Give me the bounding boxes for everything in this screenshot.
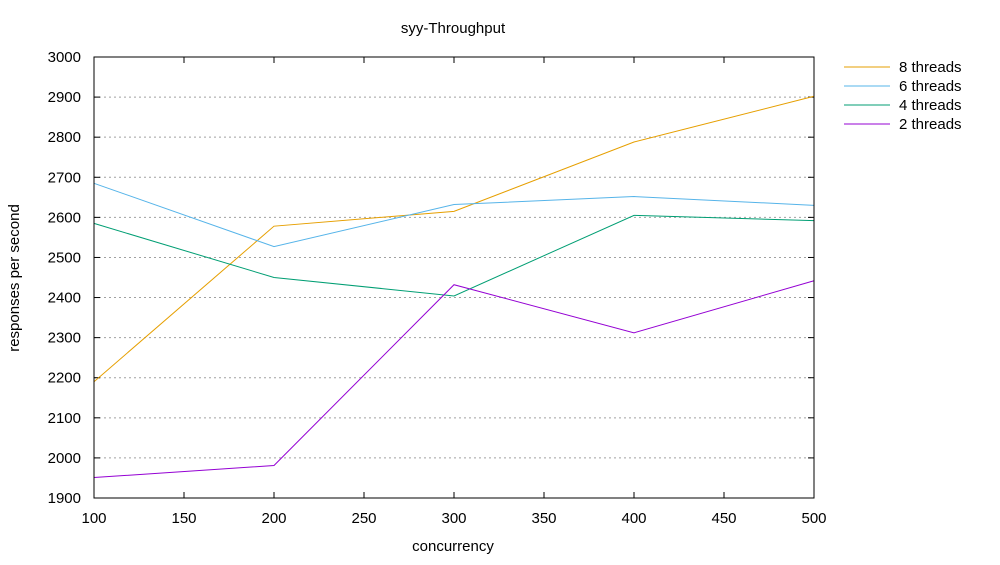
x-tick-label: 200 [261,510,286,527]
y-tick-labels: 1900 2000 2100 2200 2300 2400 2500 2600 2700 2800… [48,49,81,507]
x-tick-label: 250 [351,510,376,527]
legend-label-4-threads: 4 threads [899,97,962,114]
x-tick-label: 400 [621,510,646,527]
y-tick-label: 2800 [48,129,81,146]
x-tick-label: 300 [441,510,466,527]
y-tick-label: 2500 [48,249,81,266]
y-tick-label: 3000 [48,49,81,66]
y-tick-label: 2000 [48,450,81,467]
legend-label-2-threads: 2 threads [899,116,962,133]
x-tick-label: 450 [711,510,736,527]
legend-label-6-threads: 6 threads [899,78,962,95]
y-tick-label: 2600 [48,209,81,226]
series-line-6-threads [93,182,815,248]
y-tick-label: 2300 [48,330,81,347]
y-tick-label: 2400 [48,290,81,307]
x-tick-labels: 100 150 200 250 300 350 400 450 500 [81,510,826,527]
series-line-4-threads [93,214,815,297]
series-lines [93,95,815,479]
axis-ticks [93,56,815,499]
y-axis-title: responses per second [6,204,23,352]
y-tick-label: 1900 [48,490,81,507]
y-tick-label: 2700 [48,169,81,186]
y-tick-label: 2200 [48,370,81,387]
x-tick-label: 500 [801,510,826,527]
grid-lines [94,96,814,459]
y-tick-label: 2100 [48,410,81,427]
plot-frame [93,56,815,499]
series-line-2-threads [93,280,815,479]
legend-label-8-threads: 8 threads [899,59,962,76]
x-axis-title: concurrency [412,538,494,555]
x-tick-label: 150 [171,510,196,527]
x-tick-label: 100 [81,510,106,527]
y-tick-label: 2900 [48,89,81,106]
series-line-8-threads [93,95,815,383]
legend: 8 threads 6 threads 4 threads 2 threads [844,59,962,133]
x-tick-label: 350 [531,510,556,527]
chart-title: syy-Throughput [401,20,506,37]
